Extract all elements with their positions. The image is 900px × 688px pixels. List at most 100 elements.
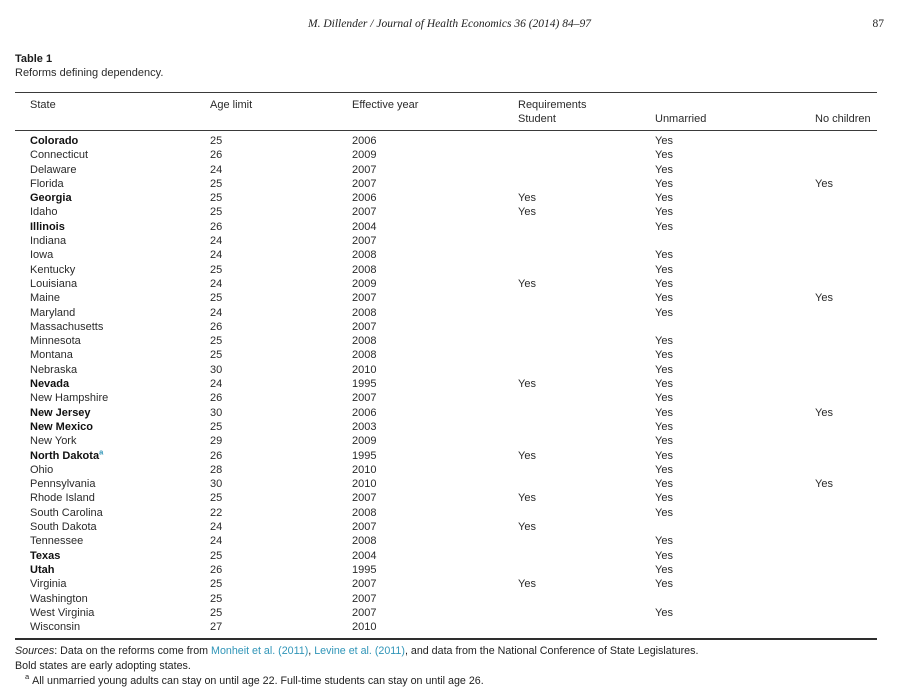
no-children-requirement-cell <box>815 449 877 463</box>
student-requirement-cell <box>518 506 655 520</box>
table-rules-container: State Age limit Effective year Requireme… <box>15 92 877 641</box>
effective-year-cell: 2008 <box>352 249 377 262</box>
table-row: Maryland 24 2008 Yes <box>15 306 877 320</box>
no-children-requirement-cell <box>815 420 877 434</box>
table-row: Ohio 28 2010 Yes <box>15 463 877 477</box>
unmarried-requirement-cell: Yes <box>655 135 673 147</box>
student-requirement-cell <box>518 320 655 334</box>
header-spacer <box>352 112 518 131</box>
table-row: Idaho 25 2007 Yes Yes <box>15 205 877 219</box>
age-limit-cell: 22 <box>210 506 223 519</box>
table-body: Colorado 25 2006 Yes Connecticut 26 2009 Yes Del… <box>15 131 877 635</box>
footnote-marker-link[interactable]: a <box>99 448 104 456</box>
table-footnotes: Sources: Data on the reforms come from M… <box>15 644 877 688</box>
age-limit-cell: 25 <box>210 206 223 219</box>
table-row: Tennessee 24 2008 Yes <box>15 534 877 548</box>
no-children-requirement-cell <box>815 306 877 320</box>
state-cell: Virginia <box>30 578 67 591</box>
age-limit-cell: 25 <box>210 420 223 433</box>
unmarried-requirement-cell <box>655 592 815 606</box>
age-limit-cell: 30 <box>210 406 223 419</box>
state-cell: New Jersey <box>30 406 91 419</box>
header-row-1: State Age limit Effective year Requireme… <box>15 93 877 112</box>
student-requirement-cell <box>518 131 655 149</box>
table-caption: Reforms defining dependency. <box>15 67 164 79</box>
table-row: Colorado 25 2006 Yes <box>15 131 877 149</box>
no-children-requirement-cell <box>815 348 877 362</box>
bold-states-note: Bold states are early adopting states. <box>15 659 191 672</box>
age-limit-cell: 25 <box>210 606 223 619</box>
effective-year-cell: 2010 <box>352 463 377 476</box>
age-limit-cell: 26 <box>210 320 223 333</box>
unmarried-requirement-cell: Yes <box>655 192 673 205</box>
effective-year-cell: 2007 <box>352 177 377 190</box>
no-children-requirement-cell <box>815 606 877 620</box>
student-requirement-cell: Yes <box>518 578 536 591</box>
state-cell: Nebraska <box>30 363 78 376</box>
age-limit-cell: 26 <box>210 392 223 405</box>
effective-year-cell: 2007 <box>352 492 377 505</box>
table-row: Nevada 24 1995 Yes Yes <box>15 377 877 391</box>
state-cell: Georgia <box>30 192 72 205</box>
effective-year-cell: 2008 <box>352 349 377 362</box>
state-cell: New Hampshire <box>30 392 109 405</box>
age-limit-cell: 25 <box>210 592 223 605</box>
unmarried-requirement-cell: Yes <box>655 406 673 419</box>
student-requirement-cell <box>518 592 655 606</box>
unmarried-requirement-cell: Yes <box>655 478 673 491</box>
table-row: Indiana 24 2007 <box>15 234 877 248</box>
table-row: Nebraska 30 2010 Yes <box>15 363 877 377</box>
sources-text-pre: Data on the reforms come from <box>60 645 212 658</box>
table-row: New Mexico 25 2003 Yes <box>15 420 877 434</box>
footnote-a-marker: a <box>25 672 30 682</box>
student-requirement-cell <box>518 534 655 548</box>
no-children-requirement-cell <box>815 620 877 634</box>
age-limit-cell: 27 <box>210 621 223 634</box>
no-children-requirement-cell <box>815 520 877 534</box>
no-children-requirement-cell <box>815 277 877 291</box>
effective-year-cell: 2007 <box>352 320 377 333</box>
unmarried-requirement-cell <box>655 620 815 634</box>
table-row: Maine 25 2007 Yes Yes <box>15 291 877 305</box>
age-limit-cell: 25 <box>210 492 223 505</box>
age-limit-cell: 26 <box>210 563 223 576</box>
no-children-requirement-cell <box>815 491 877 505</box>
no-children-requirement-cell <box>815 391 877 405</box>
unmarried-requirement-cell: Yes <box>655 149 673 162</box>
state-cell: Rhode Island <box>30 492 95 505</box>
student-requirement-cell <box>518 434 655 448</box>
table-row: Minnesota 25 2008 Yes <box>15 334 877 348</box>
unmarried-requirement-cell: Yes <box>655 249 673 262</box>
no-children-requirement-cell <box>815 463 877 477</box>
table-header: State Age limit Effective year Requireme… <box>15 93 877 131</box>
unmarried-requirement-cell: Yes <box>655 163 673 176</box>
age-limit-cell: 30 <box>210 478 223 491</box>
effective-year-cell: 2004 <box>352 220 377 233</box>
monheit-citation-link[interactable]: Monheit et al. (2011) <box>211 645 309 658</box>
state-cell: Delaware <box>30 163 77 176</box>
student-requirement-cell <box>518 606 655 620</box>
unmarried-requirement-cell: Yes <box>655 277 673 290</box>
student-requirement-cell: Yes <box>518 206 536 219</box>
student-requirement-cell: Yes <box>518 492 536 505</box>
no-children-requirement-cell: Yes <box>815 406 833 419</box>
effective-year-cell: 1995 <box>352 563 377 576</box>
no-children-requirement-cell <box>815 234 877 248</box>
col-header-requirements: Requirements <box>518 99 587 111</box>
table-row: Washington 25 2007 <box>15 592 877 606</box>
unmarried-requirement-cell <box>655 320 815 334</box>
state-cell: Washington <box>30 592 88 605</box>
unmarried-requirement-cell: Yes <box>655 363 673 376</box>
state-cell: North Dakotaa <box>30 448 104 462</box>
unmarried-requirement-cell: Yes <box>655 449 673 462</box>
unmarried-requirement-cell: Yes <box>655 563 673 576</box>
levine-citation-link[interactable]: Levine et al. (2011) <box>314 645 405 658</box>
student-requirement-cell: Yes <box>518 449 536 462</box>
state-cell: South Dakota <box>30 521 97 534</box>
age-limit-cell: 25 <box>210 177 223 190</box>
no-children-requirement-cell <box>815 577 877 591</box>
state-cell: Maryland <box>30 306 76 319</box>
header-spacer <box>15 112 210 131</box>
table-label: Table 1 <box>15 53 53 65</box>
student-requirement-cell <box>518 363 655 377</box>
